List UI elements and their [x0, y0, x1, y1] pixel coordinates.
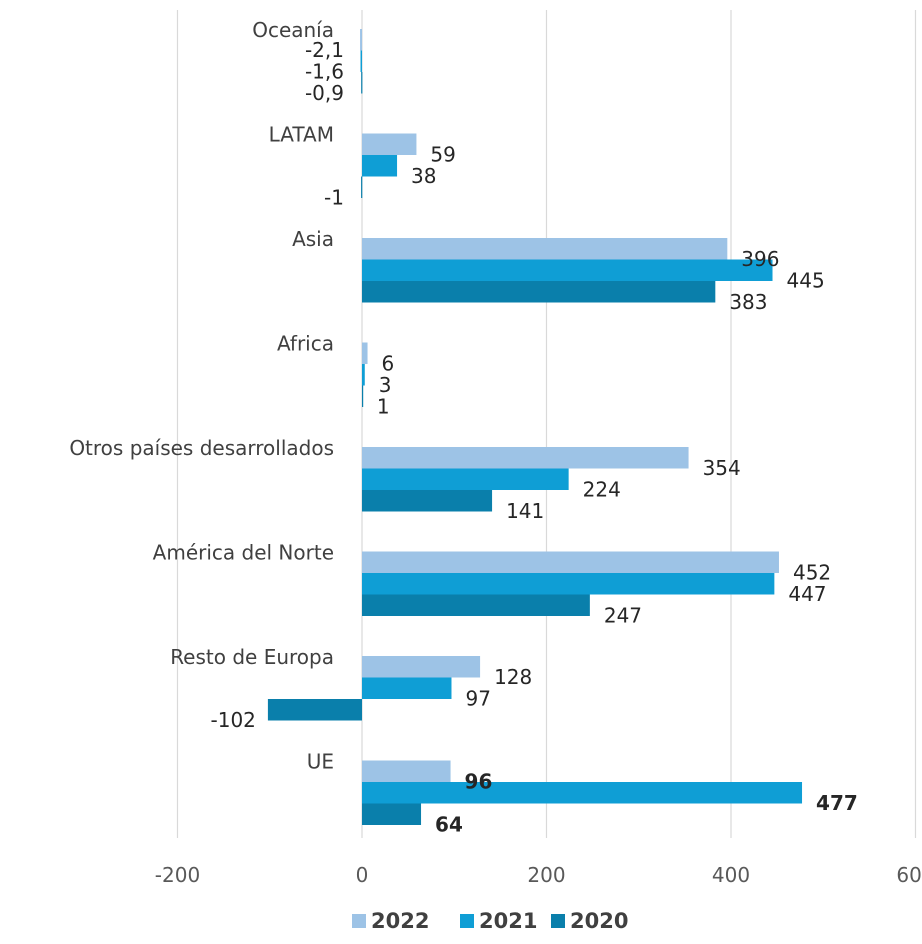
bar-ue-2021 [362, 782, 803, 804]
data-label-asia-2021: 445 [787, 268, 825, 292]
data-label-latam-2020: -1 [324, 185, 344, 209]
bar-ue-2022 [362, 760, 451, 782]
x-tick-label: 200 [527, 863, 565, 887]
bar-africa-2020 [362, 385, 364, 407]
bar-asia-2020 [362, 281, 716, 303]
category-label-africa: Africa [277, 332, 334, 356]
data-label-africa-2020: 1 [377, 394, 390, 418]
data-label-otros-paises-desarrollados-2021: 224 [583, 477, 621, 501]
data-label-oceania-2021: -1,6 [305, 59, 344, 83]
bar-america-del-norte-2022 [362, 551, 779, 573]
bar-latam-2022 [362, 133, 417, 155]
bar-otros-paises-desarrollados-2020 [362, 490, 493, 512]
bar-africa-2022 [362, 342, 368, 364]
bar-ue-2020 [362, 803, 422, 825]
legend: 2022 2021 2020 [352, 909, 628, 933]
x-tick-label: 600 [896, 863, 922, 887]
data-label-america-del-norte-2020: 247 [604, 603, 642, 627]
data-label-latam-2022: 59 [430, 142, 455, 166]
bar-otros-paises-desarrollados-2022 [362, 447, 689, 469]
data-label-resto-de-europa-2021: 97 [465, 686, 490, 710]
legend-label-2022: 2022 [371, 909, 429, 933]
data-label-america-del-norte-2021: 447 [788, 582, 826, 606]
legend-swatch-2020 [551, 914, 565, 928]
bar-resto-de-europa-2022 [362, 656, 481, 678]
data-label-oceania-2020: -0,9 [305, 81, 344, 105]
data-label-otros-paises-desarrollados-2020: 141 [506, 499, 544, 523]
category-label-asia: Asia [292, 227, 334, 251]
bar-resto-de-europa-2020 [267, 699, 362, 721]
data-label-america-del-norte-2022: 452 [793, 560, 831, 584]
x-tick-label: 400 [712, 863, 750, 887]
category-label-otros-paises-desarrollados: Otros países desarrollados [69, 436, 334, 460]
data-label-ue-2020: 64 [435, 812, 463, 836]
data-label-latam-2021: 38 [411, 164, 436, 188]
bar-oceania-2020 [361, 72, 363, 94]
legend-label-2020: 2020 [570, 909, 628, 933]
bar-latam-2021 [362, 155, 398, 177]
x-axis-ticks: -200 0 200 400 600 [155, 863, 922, 887]
legend-label-2021: 2021 [479, 909, 537, 933]
x-tick-label: -200 [155, 863, 200, 887]
bar-asia-2021 [362, 259, 773, 281]
category-label-resto-de-europa: Resto de Europa [170, 645, 334, 669]
bar-america-del-norte-2021 [362, 573, 775, 595]
bar-otros-paises-desarrollados-2021 [362, 468, 569, 490]
legend-swatch-2022 [352, 914, 366, 928]
bars [267, 29, 803, 825]
data-label-oceania-2022: -2,1 [305, 38, 344, 62]
data-label-resto-de-europa-2022: 128 [494, 665, 532, 689]
data-label-africa-2022: 6 [382, 351, 395, 375]
data-label-asia-2022: 396 [741, 247, 779, 271]
bar-asia-2022 [362, 238, 728, 260]
data-label-asia-2020: 383 [729, 290, 767, 314]
bar-oceania-2021 [360, 50, 362, 72]
bar-america-del-norte-2020 [362, 594, 590, 616]
legend-swatch-2021 [460, 914, 474, 928]
data-label-ue-2022: 96 [465, 769, 493, 793]
bar-oceania-2022 [360, 29, 362, 51]
category-label-ue: UE [307, 750, 334, 774]
category-label-oceania: Oceanía [252, 18, 334, 42]
x-tick-label: 0 [356, 863, 369, 887]
data-label-resto-de-europa-2020: -102 [211, 708, 256, 732]
category-label-america-del-norte: América del Norte [153, 541, 334, 565]
data-label-africa-2021: 3 [379, 373, 392, 397]
category-label-latam: LATAM [269, 123, 334, 147]
bar-resto-de-europa-2021 [362, 677, 452, 699]
bar-africa-2021 [362, 364, 365, 386]
category-labels: Oceanía LATAM Asia Africa Otros países desar… [69, 18, 334, 774]
data-label-ue-2021: 477 [816, 791, 858, 815]
data-label-otros-paises-desarrollados-2022: 354 [703, 456, 741, 480]
bar-latam-2020 [361, 176, 363, 198]
